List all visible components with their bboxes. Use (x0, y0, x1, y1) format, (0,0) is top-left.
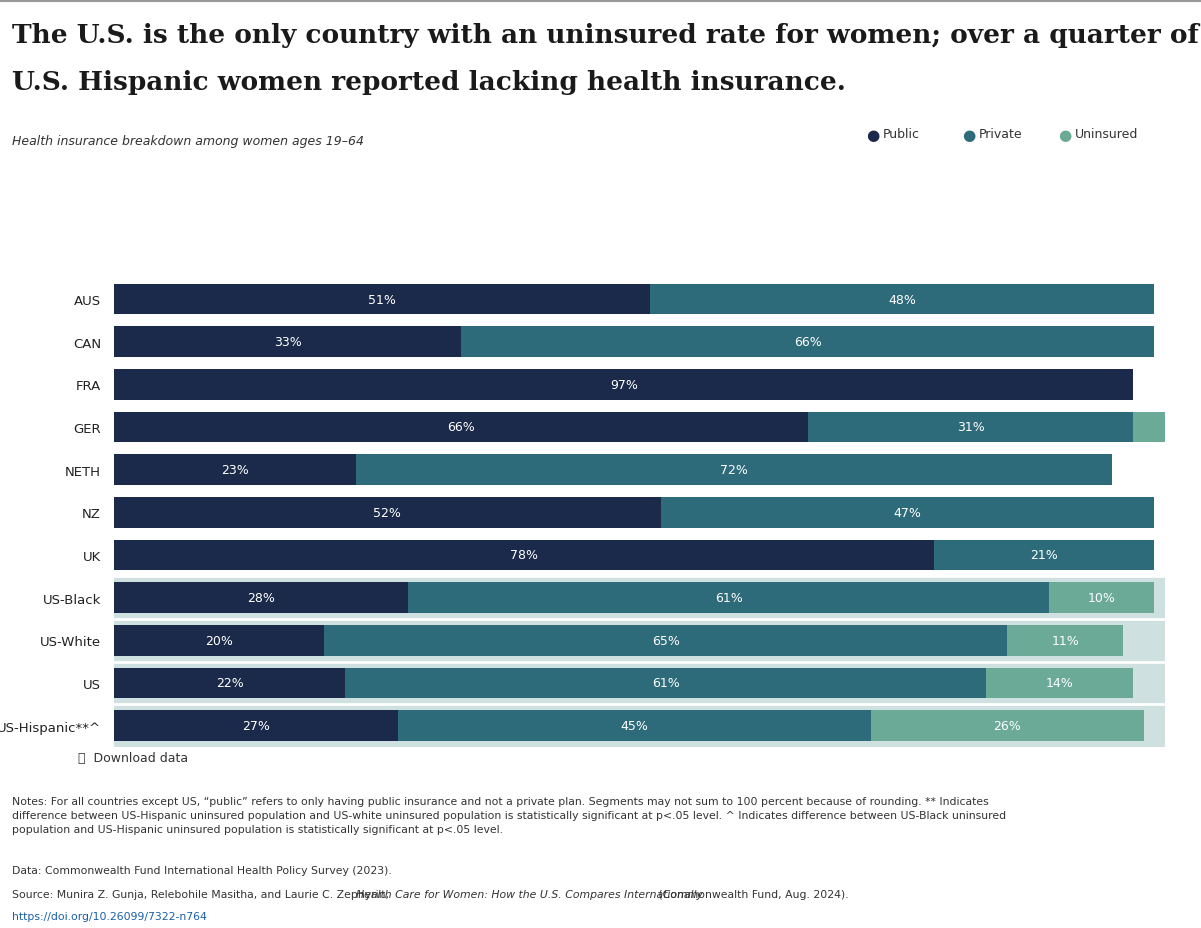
Bar (650, 284, 1154, 315)
Bar (871, 711, 1145, 741)
Text: Source: Munira Z. Gunja, Relebohile Masitha, and Laurie C. Zephyrin,: Source: Munira Z. Gunja, Relebohile Masi… (12, 889, 393, 899)
Text: 26%: 26% (993, 719, 1021, 732)
Bar (114, 497, 661, 528)
Bar (461, 327, 1154, 357)
Bar (114, 576, 1165, 619)
Text: 66%: 66% (447, 421, 474, 434)
Bar (324, 625, 1008, 656)
Bar (346, 668, 986, 699)
Text: 22%: 22% (216, 677, 244, 690)
Bar (114, 711, 398, 741)
Text: 61%: 61% (652, 677, 680, 690)
Text: 52%: 52% (374, 507, 401, 519)
Text: 47%: 47% (894, 507, 921, 519)
Text: U.S. Hispanic women reported lacking health insurance.: U.S. Hispanic women reported lacking hea… (12, 70, 846, 95)
Bar (808, 412, 1134, 443)
Text: 31%: 31% (957, 421, 985, 434)
Text: 78%: 78% (510, 548, 538, 561)
Text: ●: ● (1058, 128, 1071, 143)
Text: 45%: 45% (621, 719, 649, 732)
Text: Public: Public (883, 128, 920, 141)
Bar (408, 583, 1050, 613)
Text: 66%: 66% (794, 336, 821, 349)
Bar (934, 540, 1154, 571)
Bar (114, 540, 934, 571)
Bar (114, 625, 324, 656)
Bar (986, 668, 1134, 699)
Text: Notes: For all countries except US, “public” refers to only having public insura: Notes: For all countries except US, “pub… (12, 796, 1006, 834)
Text: 21%: 21% (1030, 548, 1058, 561)
Bar (114, 668, 346, 699)
Text: (Commonwealth Fund, Aug. 2024).: (Commonwealth Fund, Aug. 2024). (655, 889, 849, 899)
Bar (114, 284, 650, 315)
Bar (114, 662, 1165, 704)
Bar (114, 455, 355, 485)
Text: Health insurance breakdown among women ages 19–64: Health insurance breakdown among women a… (12, 135, 364, 148)
Text: Private: Private (979, 128, 1022, 141)
Bar (1134, 412, 1165, 443)
Bar (1008, 625, 1123, 656)
Bar (114, 369, 1134, 400)
Text: 11%: 11% (1051, 634, 1078, 647)
Bar (114, 704, 1165, 747)
Bar (355, 455, 1112, 485)
Text: 72%: 72% (721, 464, 748, 477)
Bar (114, 583, 408, 613)
Text: 65%: 65% (652, 634, 680, 647)
Text: The U.S. is the only country with an uninsured rate for women; over a quarter of: The U.S. is the only country with an uni… (12, 23, 1199, 48)
Text: ●: ● (866, 128, 879, 143)
Bar (1050, 583, 1154, 613)
Text: 27%: 27% (243, 719, 270, 732)
Bar (114, 327, 461, 357)
Text: Data: Commonwealth Fund International Health Policy Survey (2023).: Data: Commonwealth Fund International He… (12, 865, 392, 875)
Text: 97%: 97% (610, 379, 638, 392)
Bar (398, 711, 871, 741)
Bar (661, 497, 1154, 528)
Text: 61%: 61% (715, 591, 742, 604)
Text: 33%: 33% (274, 336, 301, 349)
Bar (114, 412, 808, 443)
Text: ⤓  Download data: ⤓ Download data (78, 752, 189, 765)
Text: https://doi.org/10.26099/7322-n764: https://doi.org/10.26099/7322-n764 (12, 911, 207, 922)
Text: 48%: 48% (889, 293, 916, 306)
Text: 20%: 20% (205, 634, 233, 647)
Text: 10%: 10% (1088, 591, 1116, 604)
Text: 28%: 28% (247, 591, 275, 604)
Text: 14%: 14% (1046, 677, 1074, 690)
Text: Health Care for Women: How the U.S. Compares Internationally: Health Care for Women: How the U.S. Comp… (355, 889, 703, 899)
Text: 23%: 23% (221, 464, 249, 477)
Text: 51%: 51% (369, 293, 396, 306)
Text: ●: ● (962, 128, 975, 143)
Text: Uninsured: Uninsured (1075, 128, 1139, 141)
Bar (114, 619, 1165, 662)
